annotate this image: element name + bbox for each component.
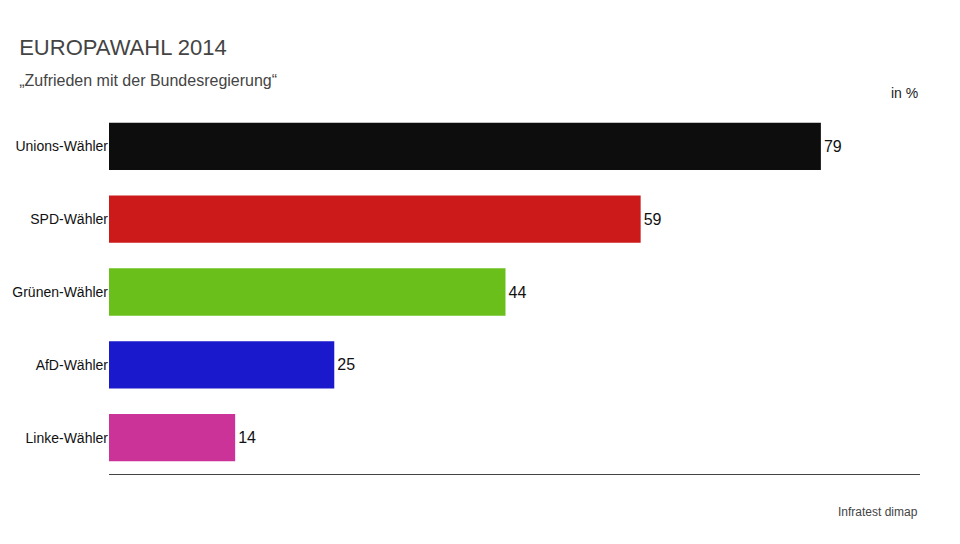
svg-text:Infratest dimap: Infratest dimap	[838, 505, 918, 519]
svg-text:SPD-Wähler: SPD-Wähler	[30, 211, 108, 227]
svg-text:Unions-Wähler: Unions-Wähler	[15, 138, 108, 154]
svg-text:EUROPAWAHL 2014: EUROPAWAHL 2014	[19, 35, 226, 60]
svg-text:14: 14	[238, 429, 256, 446]
svg-text:„Zufrieden mit der Bundesregie: „Zufrieden mit der Bundesregierung“	[19, 72, 277, 89]
svg-text:79: 79	[824, 138, 842, 155]
svg-text:44: 44	[508, 284, 526, 301]
svg-text:Linke-Wähler: Linke-Wähler	[26, 430, 109, 446]
svg-text:25: 25	[337, 356, 355, 373]
svg-text:Grünen-Wähler: Grünen-Wähler	[12, 284, 108, 300]
svg-text:59: 59	[644, 211, 662, 228]
svg-text:AfD-Wähler: AfD-Wähler	[36, 357, 109, 373]
svg-text:in %: in %	[891, 85, 918, 101]
